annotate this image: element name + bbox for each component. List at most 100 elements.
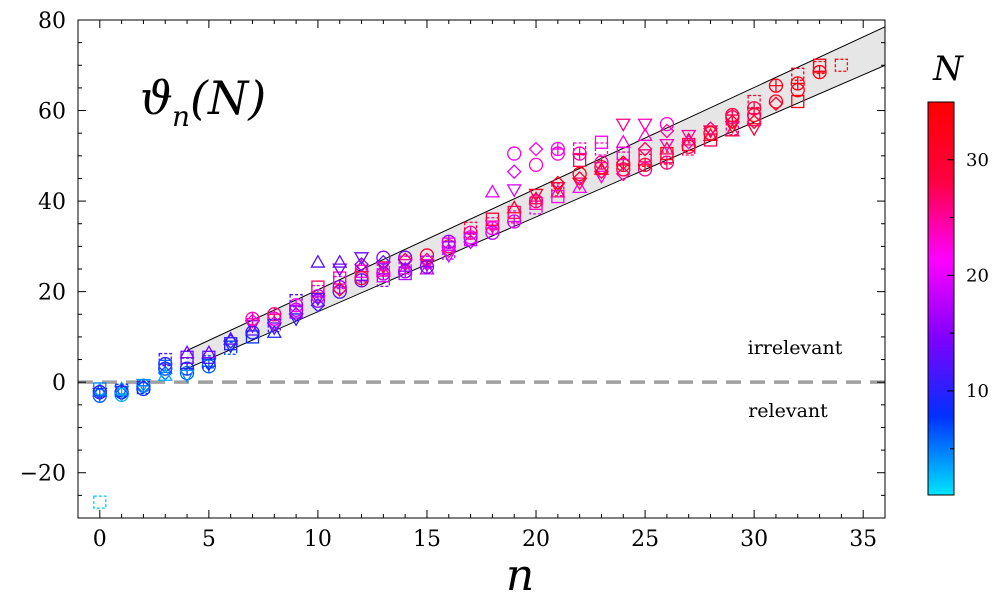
data-point	[593, 161, 610, 175]
data-point	[158, 352, 172, 367]
data-point	[245, 311, 260, 326]
y-tick-label: 40	[38, 190, 66, 215]
band-upper-line	[186, 26, 885, 351]
data-point	[441, 234, 456, 249]
data-point	[114, 383, 129, 397]
data-point	[310, 297, 326, 313]
data-point	[244, 322, 261, 336]
data-point	[442, 246, 456, 260]
data-point	[376, 266, 391, 281]
x-tick-label: 15	[413, 527, 441, 552]
data-point	[659, 155, 675, 170]
data-point	[681, 134, 697, 150]
data-point	[550, 181, 566, 196]
x-tick-label: 0	[93, 527, 107, 552]
chart-title: ϑ n (N)	[140, 71, 266, 133]
x-tick-label: 25	[631, 527, 659, 552]
data-point	[332, 254, 348, 268]
y-tick-label: 60	[38, 100, 66, 125]
data-point	[484, 184, 501, 198]
colorbar-tick-label: 10	[966, 381, 989, 402]
data-point	[376, 262, 391, 276]
data-point	[615, 134, 631, 148]
data-point	[659, 141, 675, 155]
data-point	[812, 58, 827, 72]
data-point	[572, 166, 587, 182]
x-tick-label: 20	[522, 527, 550, 552]
data-point	[594, 135, 609, 149]
data-point	[725, 107, 740, 123]
data-point	[485, 212, 500, 226]
data-point	[157, 367, 173, 381]
data-point	[506, 200, 522, 214]
colorbar-tick-label: 30	[966, 150, 989, 171]
data-point	[93, 495, 107, 509]
data-point	[572, 177, 588, 191]
data-point	[703, 126, 718, 141]
data-point	[637, 141, 653, 157]
data-point	[506, 164, 522, 180]
data-point	[266, 322, 282, 336]
data-point	[223, 334, 239, 349]
data-point	[179, 369, 195, 384]
data-point	[441, 243, 457, 259]
data-point	[506, 184, 522, 198]
data-point	[746, 123, 762, 137]
data-point	[528, 193, 544, 209]
x-tick-label: 5	[202, 527, 216, 552]
axes-layer: 0 5 10 15 20 25 30 35 −20 0 20 40 60 80	[20, 9, 886, 552]
data-point	[310, 292, 326, 307]
data-point	[637, 157, 653, 173]
data-point	[791, 67, 805, 81]
data-point	[201, 344, 217, 359]
data-point	[266, 315, 282, 331]
y-tick-label: 0	[52, 371, 66, 396]
data-point	[572, 171, 588, 186]
data-point	[659, 138, 675, 153]
data-point	[790, 76, 805, 91]
data-point	[442, 237, 456, 251]
data-point	[812, 64, 827, 80]
title-symbol: ϑ	[140, 71, 173, 125]
data-point	[528, 141, 544, 157]
data-point	[572, 179, 588, 194]
data-point	[615, 118, 631, 132]
colorbar-tick-label: 20	[966, 265, 989, 286]
data-point	[289, 305, 303, 319]
data-point	[768, 94, 784, 109]
data-point	[463, 234, 479, 250]
region-label-irrelevant: irrelevant	[748, 337, 843, 359]
colorbar-gradient	[927, 101, 955, 496]
data-point	[551, 183, 565, 197]
colorbar: 10 20 30	[927, 101, 989, 496]
data-point	[288, 306, 304, 322]
data-point	[791, 94, 805, 109]
data-point	[333, 271, 347, 285]
data-point	[507, 146, 522, 161]
data-point	[420, 255, 434, 269]
y-tick-label: −20	[20, 462, 66, 487]
data-point	[703, 121, 718, 137]
data-point	[594, 142, 609, 156]
data-point	[746, 101, 762, 116]
data-point	[114, 387, 129, 402]
data-point	[484, 220, 501, 234]
data-point	[398, 264, 413, 279]
data-point	[288, 298, 304, 313]
band-lower-line	[186, 64, 885, 370]
data-point	[724, 123, 740, 137]
data-point	[638, 149, 652, 163]
data-point	[310, 254, 326, 268]
title-argument: (N)	[190, 71, 266, 125]
data-point	[659, 116, 675, 132]
data-point	[507, 214, 522, 229]
data-point	[332, 263, 348, 277]
data-point	[637, 118, 653, 132]
data-point	[725, 122, 739, 136]
data-point	[267, 318, 281, 333]
data-point	[572, 146, 587, 161]
data-point	[376, 250, 391, 265]
data-point	[289, 294, 303, 308]
data-point	[747, 94, 761, 109]
data-point	[834, 58, 849, 72]
